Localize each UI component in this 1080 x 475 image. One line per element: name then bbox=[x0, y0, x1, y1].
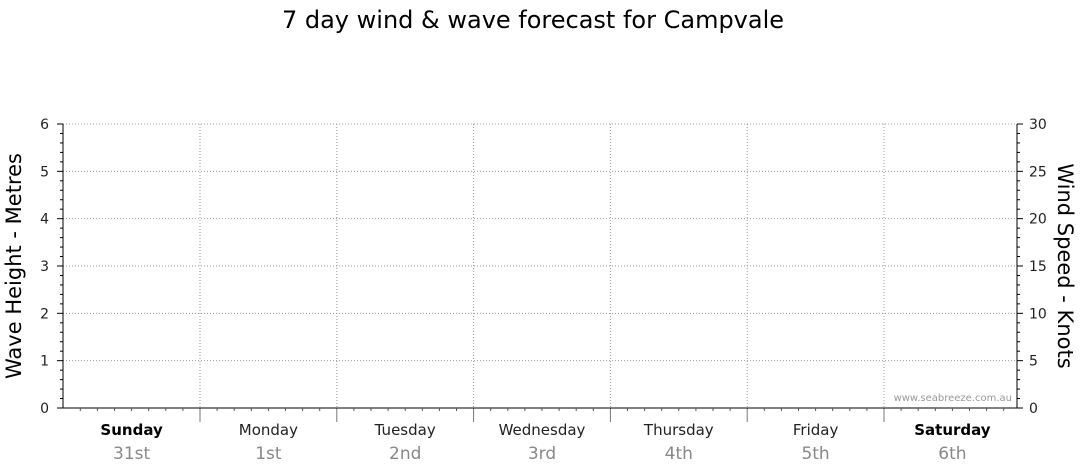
day-date-label: 2nd bbox=[389, 444, 421, 464]
day-date-label: 3rd bbox=[528, 444, 556, 464]
watermark-text: www.seabreeze.com.au bbox=[894, 393, 1012, 404]
day-date-label: 5th bbox=[801, 444, 829, 464]
right-axis-ticks: 0 5 10 15 20 25 30 bbox=[1017, 117, 1047, 417]
right-tick-label: 20 bbox=[1029, 212, 1047, 228]
right-axis-title: Wind Speed - Knots bbox=[1053, 163, 1077, 368]
day-date-label: 31st bbox=[113, 444, 150, 464]
day-name-label: Sunday bbox=[100, 421, 163, 439]
left-tick-label: 5 bbox=[40, 164, 49, 180]
right-tick-label: 10 bbox=[1029, 306, 1047, 322]
left-axis-ticks: 0 1 2 3 4 5 6 bbox=[40, 117, 63, 417]
right-tick-label: 5 bbox=[1029, 354, 1038, 370]
day-name-label: Tuesday bbox=[374, 421, 436, 439]
left-tick-label: 0 bbox=[40, 401, 49, 417]
left-tick-label: 3 bbox=[40, 259, 49, 275]
day-date-label: 4th bbox=[665, 444, 693, 464]
day-name-label: Monday bbox=[239, 421, 298, 439]
right-tick-label: 0 bbox=[1029, 401, 1038, 417]
day-date-label: 1st bbox=[255, 444, 282, 464]
day-name-label: Saturday bbox=[914, 421, 991, 439]
left-tick-label: 4 bbox=[40, 212, 49, 228]
right-tick-label: 25 bbox=[1029, 164, 1047, 180]
left-tick-label: 2 bbox=[40, 306, 49, 322]
left-tick-label: 6 bbox=[40, 117, 49, 133]
day-name-label: Thursday bbox=[643, 421, 714, 439]
right-tick-label: 15 bbox=[1029, 259, 1047, 275]
left-axis-title: Wave Height - Metres bbox=[2, 153, 26, 379]
day-name-label: Wednesday bbox=[499, 421, 586, 439]
day-labels: Sunday 31st Monday 1st Tuesday 2nd Wednesday 3r… bbox=[100, 421, 990, 464]
axes bbox=[62, 124, 1018, 422]
right-tick-label: 30 bbox=[1029, 117, 1047, 133]
grid-lines bbox=[63, 123, 1017, 408]
day-name-label: Friday bbox=[793, 421, 839, 439]
chart-title: 7 day wind & wave forecast for Campvale bbox=[282, 6, 784, 34]
left-tick-label: 1 bbox=[40, 354, 49, 370]
day-date-label: 6th bbox=[938, 444, 966, 464]
